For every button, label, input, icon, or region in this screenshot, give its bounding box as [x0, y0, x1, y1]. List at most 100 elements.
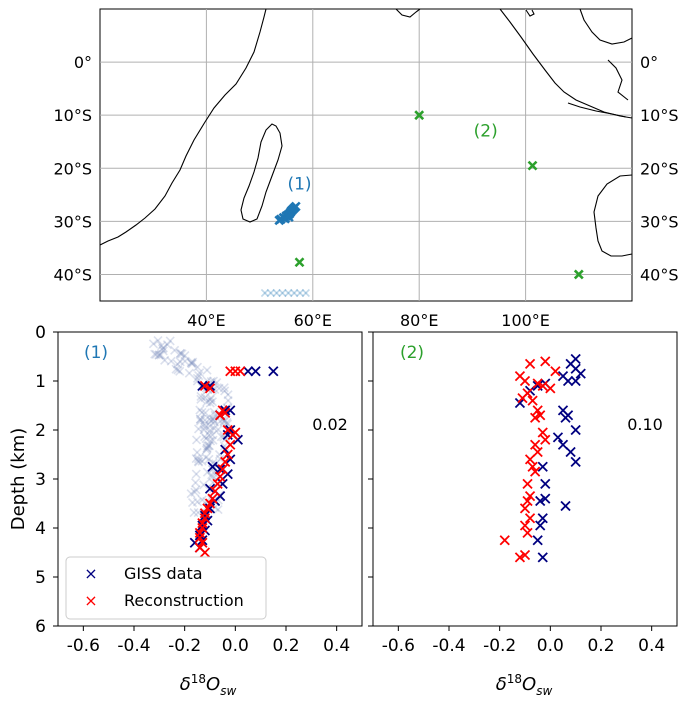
- map-frame: [99, 8, 633, 302]
- map-gridlines: [100, 9, 632, 301]
- ensemble-point: [202, 444, 212, 454]
- giss-point: [537, 513, 548, 524]
- x-tick-label: -0.4: [117, 636, 150, 656]
- panel-1-x-ticks: -0.6 -0.4 -0.2 0.0 0.2 0.4: [67, 626, 350, 656]
- ensemble-point: [158, 346, 168, 356]
- giss-point: [552, 432, 564, 443]
- x-tick-label: 0.4: [323, 636, 350, 656]
- y-tick-label: 3: [35, 470, 46, 490]
- ensemble-point: [193, 424, 204, 434]
- ensemble-point: [223, 390, 233, 400]
- giss-point: [570, 456, 581, 467]
- ensemble-point: [180, 350, 190, 361]
- map-faint-point: [290, 288, 299, 298]
- giss-point: [207, 461, 218, 472]
- map-lat-tick-label-right: 40°S: [640, 265, 679, 284]
- ensemble-point: [150, 349, 160, 359]
- reconstruction-point: [537, 427, 548, 438]
- reconstruction-point: [199, 547, 211, 558]
- x-tick-label: 0.0: [537, 636, 564, 656]
- africa-coastline: [99, 8, 267, 246]
- reconstruction-point: [537, 380, 548, 392]
- ensemble-point: [215, 454, 225, 464]
- ensemble-point: [158, 343, 168, 353]
- x-tick-label: -0.2: [168, 636, 201, 656]
- ensemble-point: [203, 441, 213, 451]
- ensemble-point: [187, 359, 197, 369]
- map-sample-point: [290, 201, 301, 212]
- reconstruction-point: [209, 486, 221, 497]
- giss-point: [540, 493, 551, 504]
- ensemble-point: [156, 350, 166, 360]
- ensemble-point: [190, 478, 201, 488]
- ensemble-point: [197, 407, 207, 418]
- reconstruction-point: [519, 503, 531, 514]
- ensemble-point: [186, 489, 196, 499]
- map-sample-point: [527, 160, 538, 171]
- reconstruction-point: [212, 478, 223, 490]
- reconstruction-point: [545, 383, 556, 394]
- reconstruction-point: [535, 410, 546, 421]
- giss-point: [199, 510, 211, 521]
- ensemble-point: [177, 349, 187, 359]
- ensemble-point: [200, 422, 210, 432]
- map-lon-tick-label: 40°E: [187, 311, 225, 330]
- reconstruction-point: [522, 478, 533, 490]
- ensemble-point: [201, 445, 212, 455]
- ensemble-point: [206, 416, 216, 426]
- ensemble-point: [199, 425, 209, 435]
- giss-point: [514, 397, 526, 409]
- ensemble-point: [201, 433, 211, 444]
- giss-point: [540, 478, 551, 490]
- map-region-1-label: (1): [287, 175, 311, 195]
- ensemble-point: [195, 414, 205, 424]
- ensemble-point: [214, 383, 224, 393]
- map-faint-point: [301, 288, 310, 298]
- ensemble-point: [192, 447, 202, 458]
- panel-2-y-ticks: [368, 331, 373, 627]
- andaman-coastline: [525, 9, 535, 17]
- ensemble-point: [208, 435, 218, 445]
- map-faint-point: [278, 288, 287, 298]
- ensemble-point: [204, 441, 215, 451]
- ensemble-point: [151, 349, 161, 359]
- java-coastline: [567, 102, 627, 118]
- reconstruction-point: [214, 410, 226, 421]
- ensemble-point: [209, 407, 219, 417]
- reconstruction-point: [227, 429, 238, 441]
- reconstruction-point: [514, 552, 526, 563]
- ensemble-point: [213, 505, 223, 515]
- map-lat-tick-label-left: 0°: [74, 53, 92, 72]
- ensemble-point: [175, 349, 186, 359]
- ensemble-point: [154, 350, 164, 360]
- panel-1-data-points: [189, 366, 279, 558]
- ensemble-point: [166, 356, 176, 366]
- panel-2-label: (2): [400, 343, 424, 363]
- map-faint-point: [295, 288, 305, 298]
- ensemble-point: [207, 470, 217, 480]
- reconstruction-point: [532, 378, 543, 389]
- australia-coastline: [593, 174, 633, 257]
- ensemble-point: [200, 408, 210, 418]
- x-tick-label: 0.2: [272, 636, 299, 656]
- panel-2-x-axis-label: δ18Osw: [496, 672, 553, 698]
- panel-1-y-ticks: 0 1 2 3 4 5 6: [35, 323, 58, 637]
- ensemble-point: [194, 371, 204, 381]
- ensemble-point: [207, 430, 217, 440]
- ensemble-point: [204, 440, 214, 451]
- map-faint-point: [272, 288, 281, 298]
- map-longitude-ticks: 40°E 60°E 80°E 100°E: [187, 311, 550, 330]
- reconstruction-point: [529, 439, 541, 450]
- ensemble-point: [184, 368, 194, 378]
- borneo-coastline: [579, 8, 633, 45]
- x-tick-label: 0.4: [638, 636, 665, 656]
- x-tick-label: 0.0: [222, 636, 249, 656]
- reconstruction-point: [217, 464, 228, 475]
- ensemble-point: [196, 391, 206, 402]
- ensemble-point: [207, 464, 217, 474]
- ensemble-point: [219, 383, 229, 393]
- giss-point: [570, 424, 581, 436]
- ensemble-point: [205, 436, 216, 446]
- ensemble-point: [192, 362, 202, 372]
- giss-point: [250, 366, 261, 377]
